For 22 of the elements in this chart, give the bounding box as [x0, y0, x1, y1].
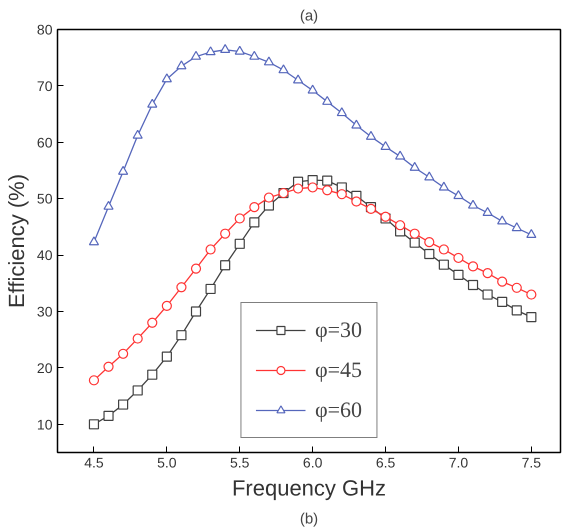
- y-axis-title: Efficiency (%): [4, 174, 29, 308]
- x-tick-label: 5.5: [230, 454, 250, 470]
- x-tick-label: 4.5: [84, 454, 104, 470]
- y-tick-label: 40: [36, 247, 53, 264]
- x-tick-label: 6.0: [302, 454, 323, 470]
- text: (a): [300, 8, 318, 24]
- x-tick-label: 6.5: [376, 454, 396, 470]
- y-tick-label: 30: [36, 304, 53, 320]
- y-tick-label: 50: [36, 190, 53, 207]
- text: (b): [300, 510, 318, 528]
- y-tick-label: 60: [36, 134, 53, 150]
- x-tick-label: 7.0: [448, 454, 468, 470]
- legend-label: φ=30: [314, 317, 362, 343]
- legend-label: φ=45: [314, 357, 362, 383]
- x-tick-label: 7.5: [522, 454, 542, 470]
- x-tick-label: 5.0: [157, 454, 177, 470]
- y-tick-label: 70: [36, 78, 53, 94]
- legend-label: φ=60: [314, 397, 362, 423]
- y-tick-label: 80: [36, 22, 53, 38]
- x-axis-title: Frequency GHz: [232, 476, 386, 500]
- y-tick-label: 10: [36, 416, 53, 432]
- y-tick-label: 20: [36, 360, 53, 376]
